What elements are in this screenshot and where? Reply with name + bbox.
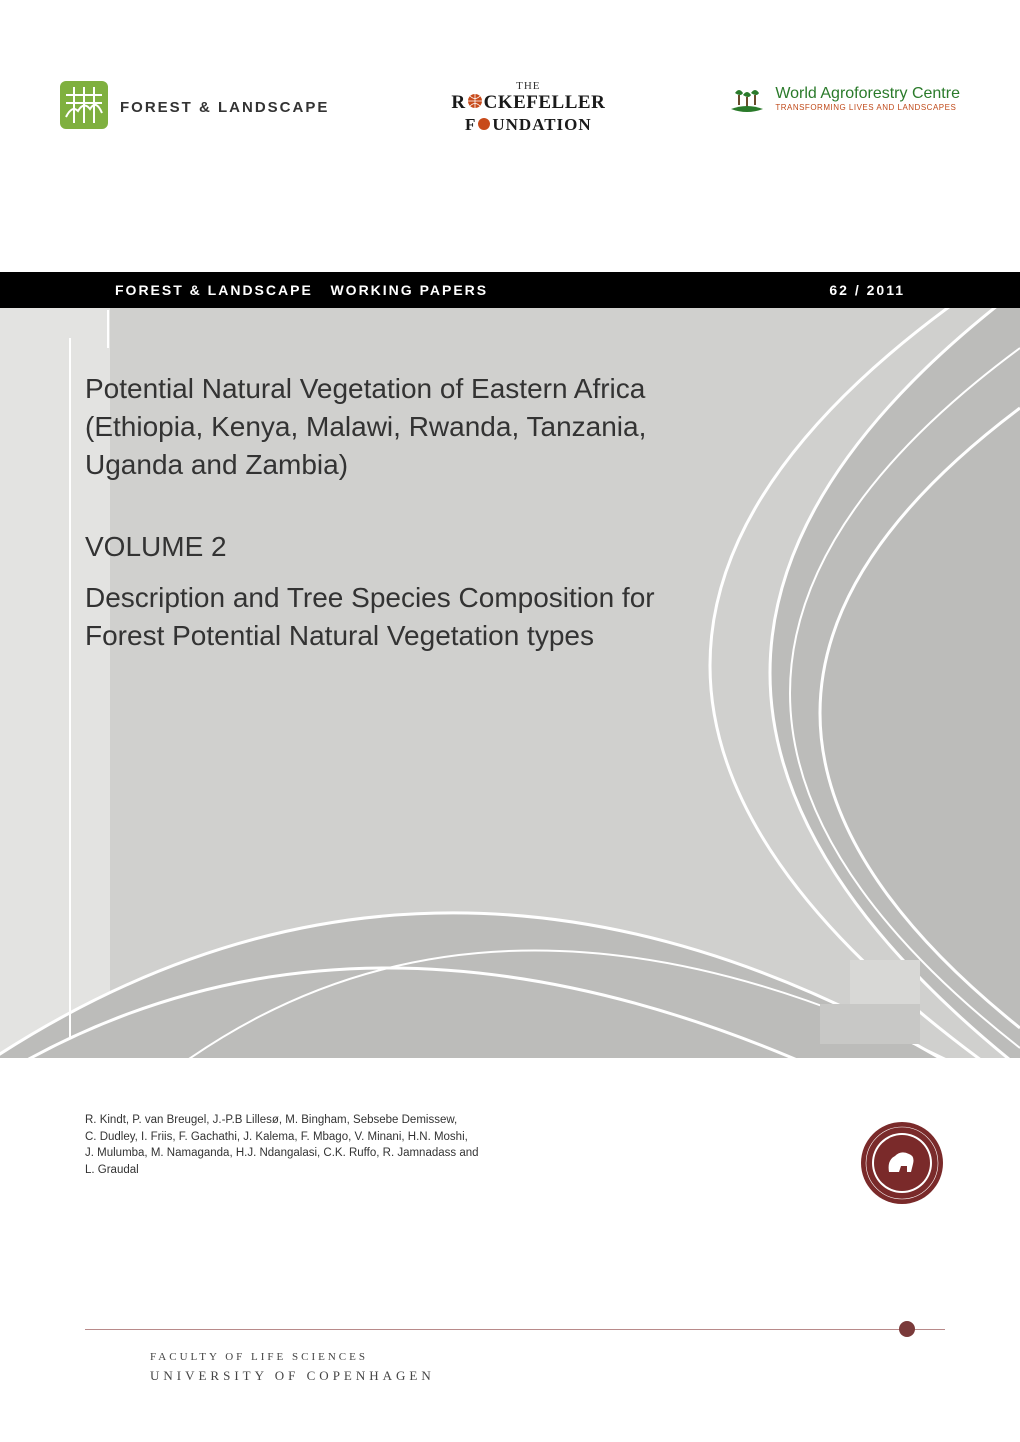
rockefeller-the: THE	[451, 80, 605, 92]
rockefeller-line1: R CKEFELLER	[451, 92, 605, 115]
title-block: Potential Natural Vegetation of Eastern …	[85, 370, 880, 655]
author-line: R. Kindt, P. van Breugel, J.-P.B Lillesø…	[85, 1112, 479, 1129]
decor-square-top	[850, 960, 920, 1004]
footer-rule	[85, 1329, 945, 1330]
forest-landscape-logo: FOREST & LANDSCAPE	[60, 81, 329, 134]
volume-label: VOLUME 2	[85, 531, 880, 563]
decor-squares	[820, 960, 920, 1044]
series-bar-left: FOREST & LANDSCAPE WORKING PAPERS	[115, 282, 488, 298]
logo-row: FOREST & LANDSCAPE THE R CKEFELLER F UND…	[60, 80, 960, 136]
wac-main-text: World Agroforestry Centre	[775, 85, 960, 103]
paper-title: Potential Natural Vegetation of Eastern …	[85, 370, 880, 483]
rockefeller-line2: F UNDATION	[451, 115, 605, 136]
decor-square-bottom	[820, 1004, 920, 1044]
footer-affiliation: FACULTY OF LIFE SCIENCES UNIVERSITY OF C…	[150, 1349, 435, 1387]
university-seal-icon	[859, 1120, 945, 1211]
footer-university: UNIVERSITY OF COPENHAGEN	[150, 1366, 435, 1387]
author-line: L. Graudal	[85, 1162, 479, 1179]
wac-sub-text: TRANSFORMING LIVES AND LANDSCAPES	[775, 103, 960, 112]
series-bar: FOREST & LANDSCAPE WORKING PAPERS 62 / 2…	[0, 272, 1020, 308]
series-bar-right: 62 / 2011	[829, 282, 905, 298]
forest-landscape-text: FOREST & LANDSCAPE	[120, 99, 329, 116]
author-list: R. Kindt, P. van Breugel, J.-P.B Lillesø…	[85, 1112, 479, 1179]
forest-landscape-icon	[60, 81, 108, 134]
rockefeller-o-icon	[477, 116, 491, 136]
footer-dot-icon	[899, 1321, 915, 1337]
rockefeller-globe-icon	[467, 93, 483, 115]
author-line: J. Mulumba, M. Namaganda, H.J. Ndangalas…	[85, 1145, 479, 1162]
world-agroforestry-logo: World Agroforestry Centre TRANSFORMING L…	[727, 85, 960, 130]
paper-subtitle: Description and Tree Species Composition…	[85, 579, 880, 655]
wac-tree-icon	[727, 85, 767, 130]
rockefeller-logo: THE R CKEFELLER F UNDATION	[451, 80, 605, 136]
footer-faculty: FACULTY OF LIFE SCIENCES	[150, 1349, 435, 1367]
author-line: C. Dudley, I. Friis, F. Gachathi, J. Kal…	[85, 1129, 479, 1146]
